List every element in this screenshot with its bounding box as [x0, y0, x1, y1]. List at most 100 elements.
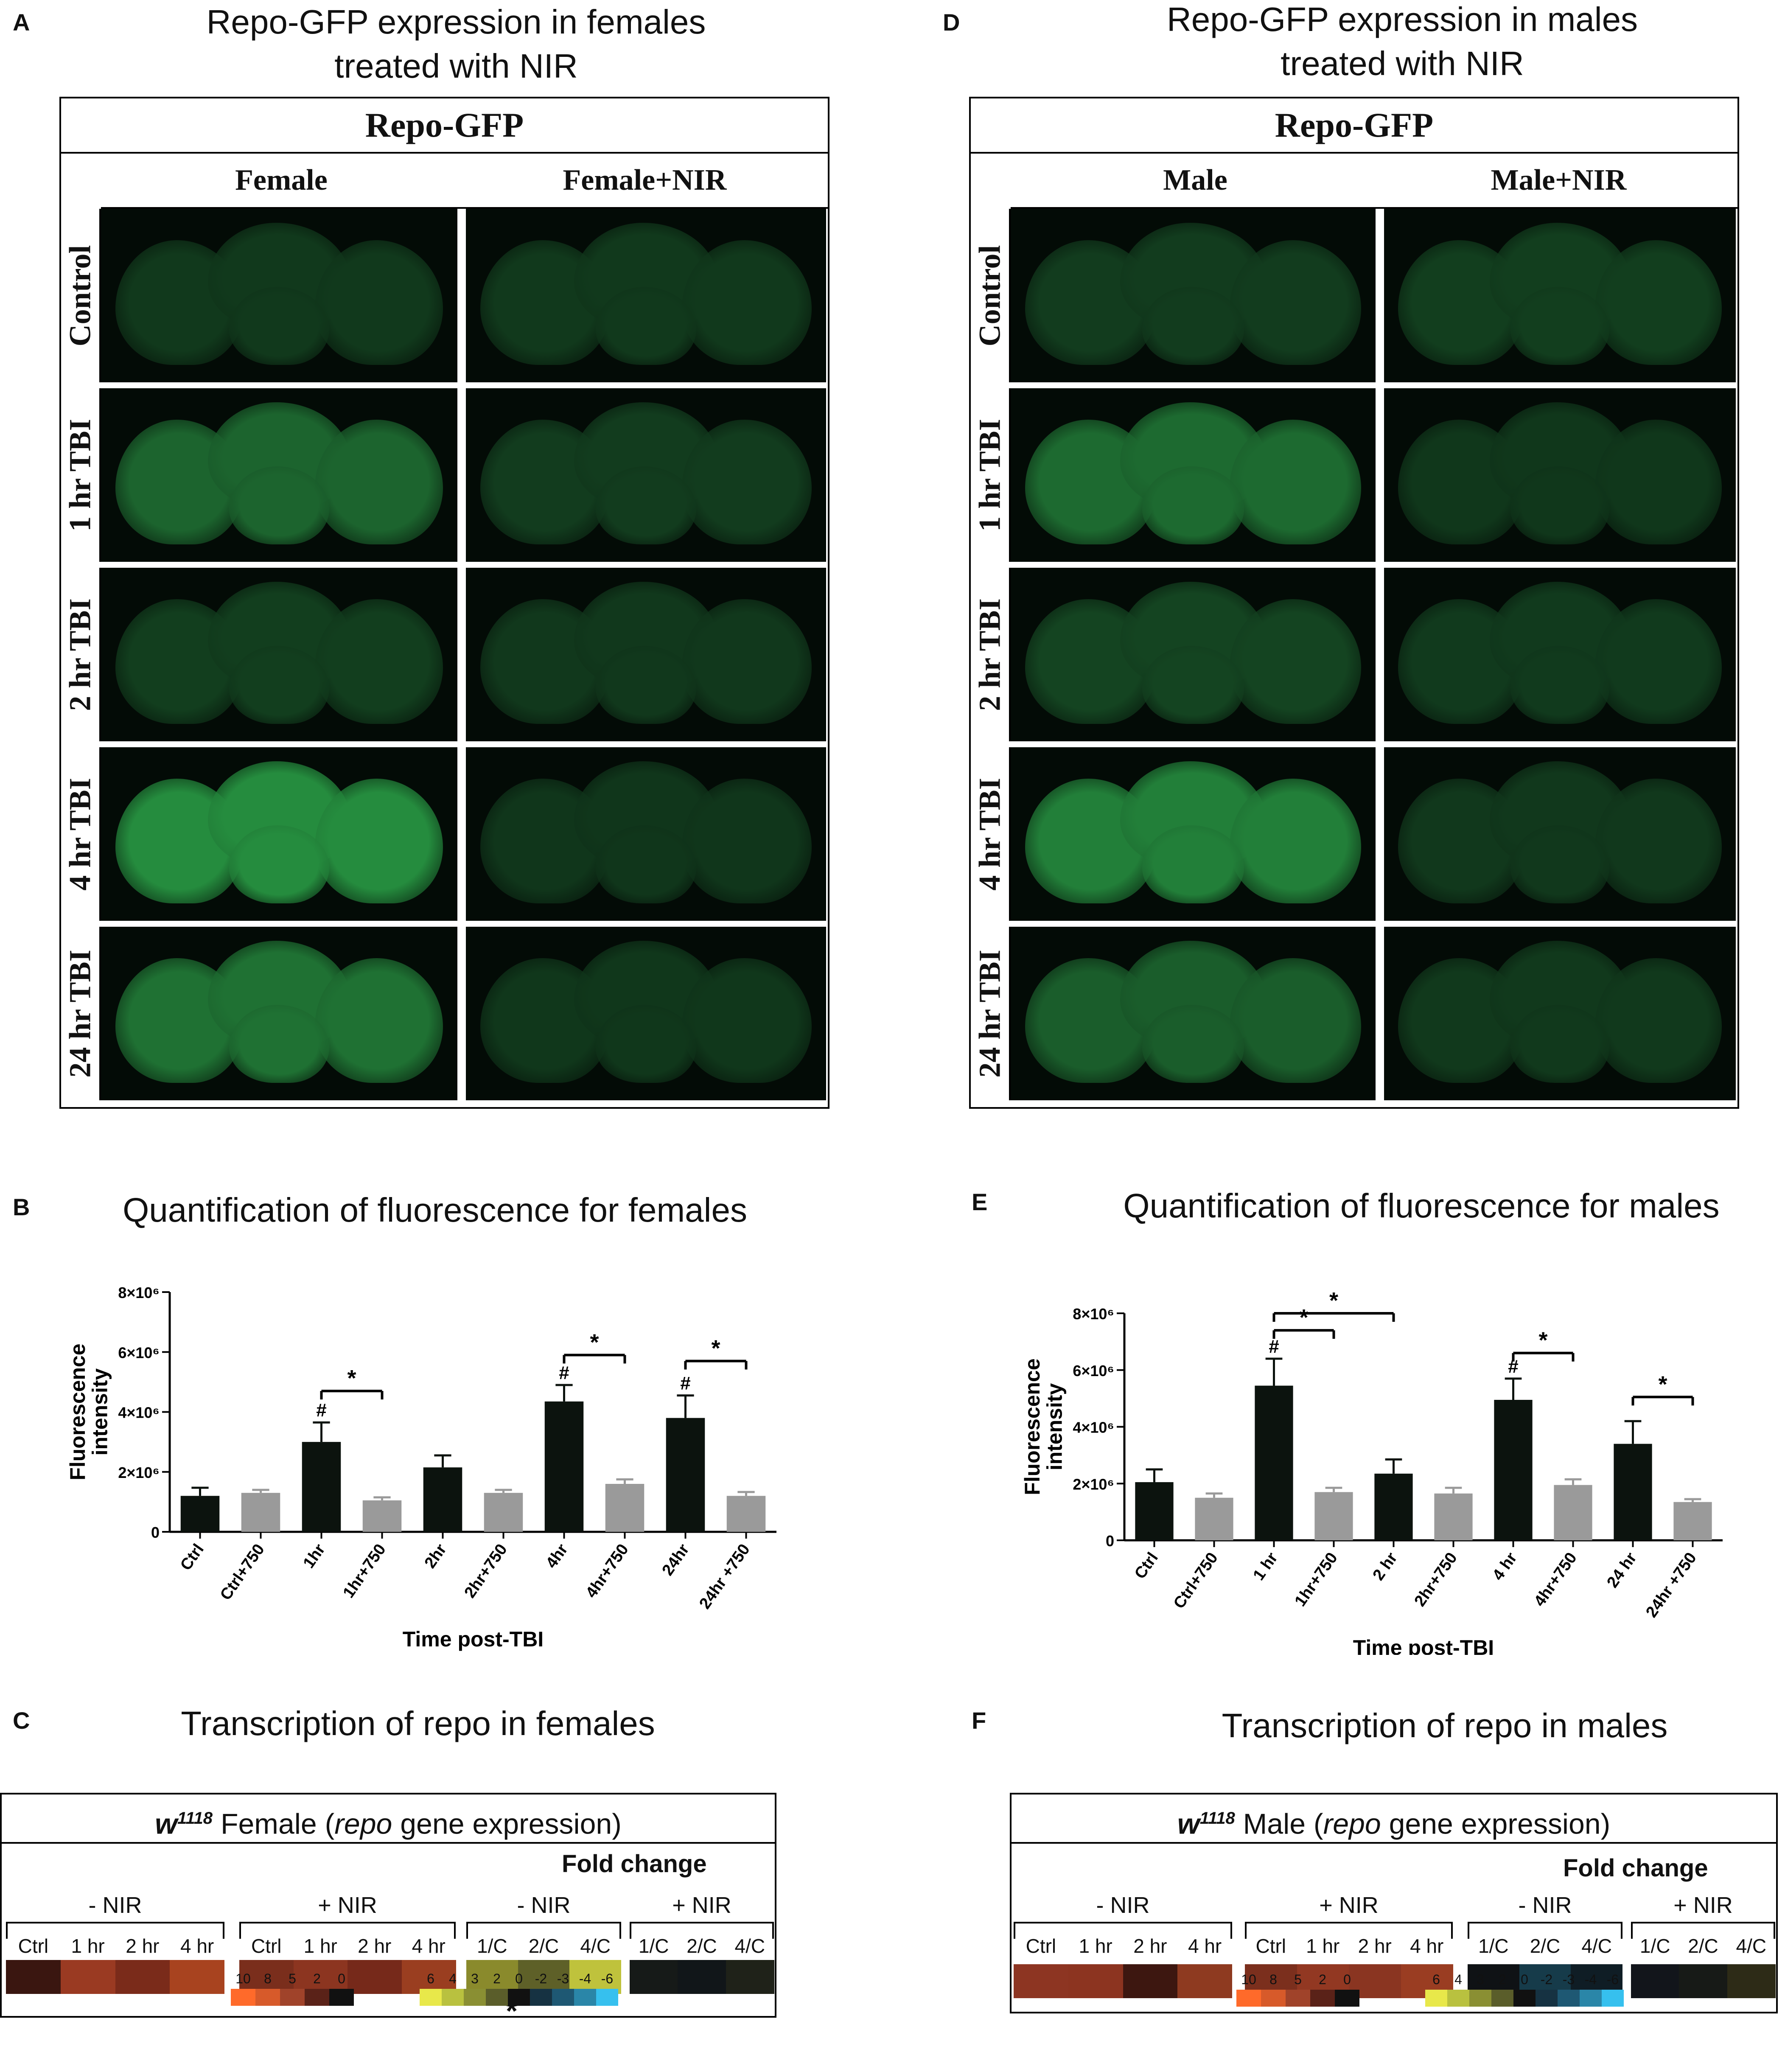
brain-lobe	[1230, 419, 1361, 545]
group-bracket	[630, 1922, 774, 1939]
heatmap-cell	[518, 1960, 570, 1994]
brain-image-nir	[1384, 747, 1736, 921]
column-label: 2 hr	[126, 1935, 160, 1957]
column-label: 2/C	[687, 1935, 717, 1957]
brain-image-nir	[1384, 568, 1736, 741]
brain-image	[1011, 209, 1376, 382]
gene-label: repo	[1323, 1808, 1381, 1840]
color-key-label: -3	[557, 1971, 569, 1986]
panel-letter-b: B	[13, 1194, 30, 1220]
color-key-label: 6	[427, 1971, 434, 1986]
genotype-superscript: 1118	[1199, 1809, 1235, 1828]
y-tick-label: 8×10⁶	[1073, 1305, 1114, 1323]
color-key-swatch	[420, 1989, 442, 2006]
bar	[302, 1442, 341, 1532]
panel-e-chart: 0 2×10⁶ 4×10⁶ 6×10⁶ 8×10⁶ Fluorescenceintensi…	[1020, 1288, 1723, 1655]
brain-lobe	[682, 240, 812, 365]
color-key-swatch	[1491, 1990, 1513, 2007]
fold-change-label: Fold change	[1563, 1854, 1708, 1882]
brain-lobe	[1595, 778, 1722, 904]
color-key-swatch	[1286, 1990, 1310, 2007]
group-label: + NIR	[1319, 1893, 1379, 1918]
row-label: 2 hr TBI	[971, 568, 1011, 741]
row-label-text: 24 hr TBI	[63, 949, 97, 1078]
brain-image-nir	[1384, 927, 1736, 1100]
color-key-label: 6	[1432, 1972, 1440, 1987]
brain-lobe	[595, 287, 697, 365]
heatmap-cell	[466, 1960, 518, 1994]
column-label: Ctrl	[1255, 1935, 1286, 1957]
panel-a-title-line1: Repo-GFP expression in females	[206, 3, 706, 41]
column-label: 1 hr	[1079, 1935, 1112, 1957]
color-key-label: 2	[1319, 1972, 1326, 1987]
color-key-label: 8	[264, 1971, 272, 1986]
x-tick-label: 4hr	[543, 1541, 572, 1572]
column-label: 2/C	[528, 1935, 559, 1957]
brain-lobe	[682, 778, 812, 904]
brain-lobe	[1230, 240, 1361, 365]
color-key-swatch	[1469, 1990, 1491, 2007]
panel-d-title-line1: Repo-GFP expression in males	[1166, 0, 1638, 38]
brain-image-nir	[466, 747, 826, 921]
color-key-label: -6	[601, 1971, 614, 1986]
brain-image	[1011, 747, 1376, 921]
group-bracket	[1014, 1922, 1232, 1939]
panel-c-title: Transcription of repo in females	[181, 1705, 655, 1742]
color-key-swatch	[1602, 1990, 1624, 2007]
x-tick-label: 24hr +750	[1642, 1549, 1700, 1621]
bar	[1195, 1497, 1233, 1540]
panel-d-image-grid: Control 1 hr TBI 2 hr TBI 4 hr TBI 24 hr TBI	[971, 209, 1737, 1107]
brain-lobe	[1142, 646, 1244, 724]
group-label: - NIR	[1518, 1893, 1572, 1918]
brain-lobe	[1510, 466, 1609, 545]
heatmap-cell	[1068, 1964, 1123, 1998]
significance-star: *	[1299, 1305, 1308, 1330]
significance-star: *	[347, 1365, 356, 1391]
color-key-swatch	[1558, 1990, 1580, 2007]
color-key-label: 4	[1454, 1972, 1462, 1987]
group-bracket	[1468, 1922, 1622, 1939]
brain-image	[101, 568, 457, 741]
column-label: 4 hr	[180, 1935, 214, 1957]
y-tick-label: 6×10⁶	[118, 1344, 160, 1361]
significance-star: *	[590, 1329, 599, 1355]
column-label: 4/C	[580, 1935, 611, 1957]
title-end: gene expression)	[1381, 1808, 1611, 1840]
row-label-text: 2 hr TBI	[972, 598, 1007, 711]
group-bracket	[239, 1922, 456, 1939]
brain-image-nir	[466, 388, 826, 562]
group-label: - NIR	[517, 1893, 571, 1918]
significance-star: *	[1538, 1328, 1547, 1353]
brain-lobe	[315, 240, 443, 365]
bar	[1374, 1473, 1413, 1540]
brain-lobe	[595, 825, 697, 904]
column-label: 1 hr	[303, 1935, 337, 1957]
x-tick-label: 24hr	[659, 1541, 693, 1579]
color-key-swatch	[442, 1989, 464, 2006]
brain-lobe	[682, 599, 812, 724]
heatmap-cell	[60, 1960, 115, 1994]
bar	[1314, 1492, 1353, 1540]
heatmap-cell	[1631, 1964, 1679, 1998]
color-key-label: 3	[1477, 1972, 1484, 1987]
group-bracket	[466, 1922, 621, 1939]
color-key-swatch	[1513, 1990, 1536, 2007]
x-tick-label: 4hr+750	[582, 1541, 632, 1601]
panel-letter-d: D	[943, 9, 960, 36]
x-tick-label: Ctrl	[177, 1541, 207, 1574]
x-tick-label: 1hr+750	[1291, 1549, 1341, 1610]
group-bracket	[6, 1922, 224, 1939]
heatmap-cell	[1014, 1964, 1068, 1998]
brain-image	[1011, 388, 1376, 562]
group-label: + NIR	[672, 1893, 731, 1918]
x-tick-label: 2hr+750	[461, 1541, 510, 1601]
sex-label: Male (	[1235, 1808, 1323, 1840]
panel-d-header: Repo-GFP	[971, 98, 1737, 154]
significance-star: *	[1658, 1371, 1667, 1397]
panel-letter-e: E	[972, 1189, 988, 1215]
row-label: 24 hr TBI	[61, 927, 101, 1100]
brain-image	[101, 927, 457, 1100]
color-key-label: 2	[1499, 1972, 1506, 1987]
hash-mark: #	[316, 1400, 326, 1421]
bar	[1673, 1502, 1712, 1540]
